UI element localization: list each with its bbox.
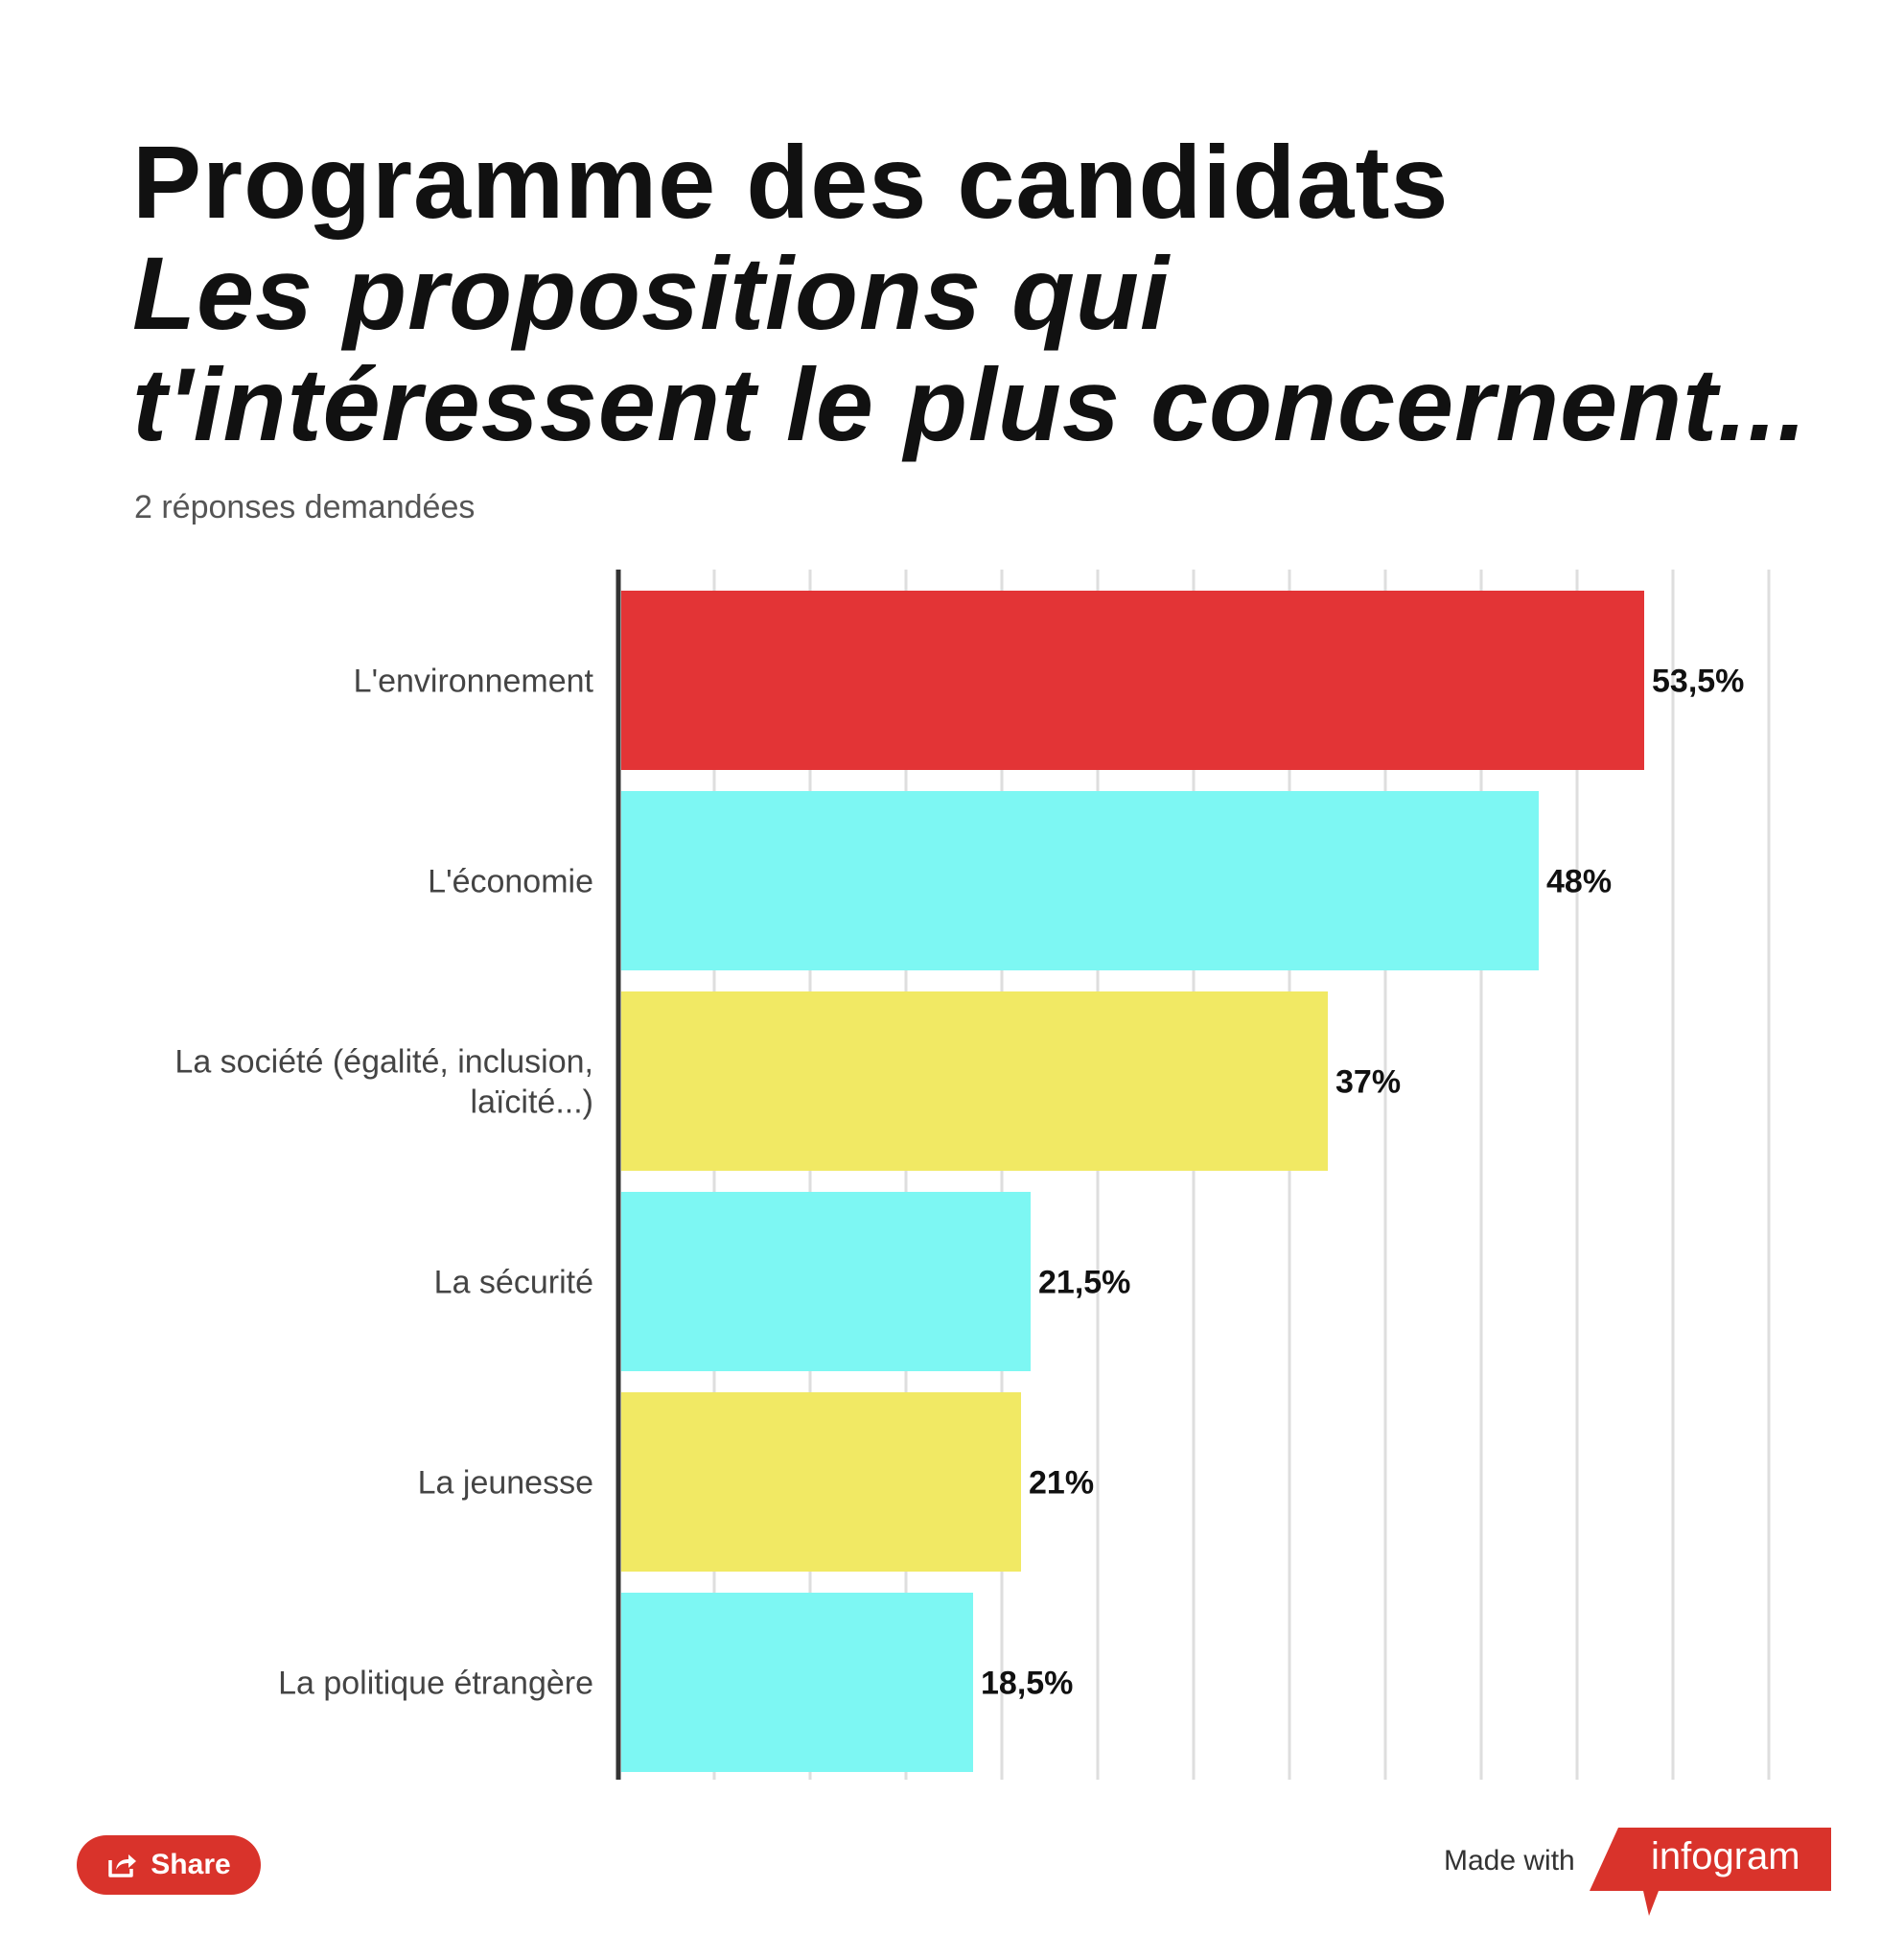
title-question: Les propositions qui t'intéressent le pl…	[132, 235, 1808, 462]
bar	[621, 991, 1328, 1171]
share-button[interactable]: Share	[77, 1835, 261, 1895]
share-icon	[108, 1854, 137, 1877]
category-label: La politique étrangère	[278, 1666, 593, 1702]
bar	[621, 1192, 1031, 1371]
title-main: Programme des candidats	[132, 124, 1450, 240]
bar	[621, 591, 1644, 770]
value-label: 48%	[1546, 864, 1612, 900]
made-with-text: Made with	[1444, 1845, 1575, 1877]
chart-subtitle: 2 réponses demandées	[134, 489, 476, 525]
value-label: 21%	[1029, 1465, 1094, 1502]
infogram-logo[interactable]	[1590, 1828, 1831, 1916]
value-label: 21,5%	[1038, 1265, 1130, 1301]
chart-title: Programme des candidats Les propositions…	[132, 127, 1820, 460]
value-label: 53,5%	[1652, 664, 1744, 700]
category-label: La sécurité	[434, 1265, 593, 1301]
bar	[621, 791, 1539, 970]
value-label: 18,5%	[981, 1666, 1073, 1702]
bar	[621, 1593, 973, 1772]
bar	[621, 1392, 1021, 1572]
value-label: 37%	[1335, 1064, 1401, 1101]
infogram-brand[interactable]: infogram	[1651, 1835, 1800, 1877]
category-label: L'environnement	[354, 664, 594, 700]
share-label: Share	[151, 1849, 231, 1880]
category-label: La jeunesse	[418, 1465, 593, 1502]
category-label: laïcité...)	[471, 1084, 593, 1121]
category-label: La société (égalité, inclusion,	[174, 1044, 593, 1081]
category-label: L'économie	[428, 864, 593, 900]
